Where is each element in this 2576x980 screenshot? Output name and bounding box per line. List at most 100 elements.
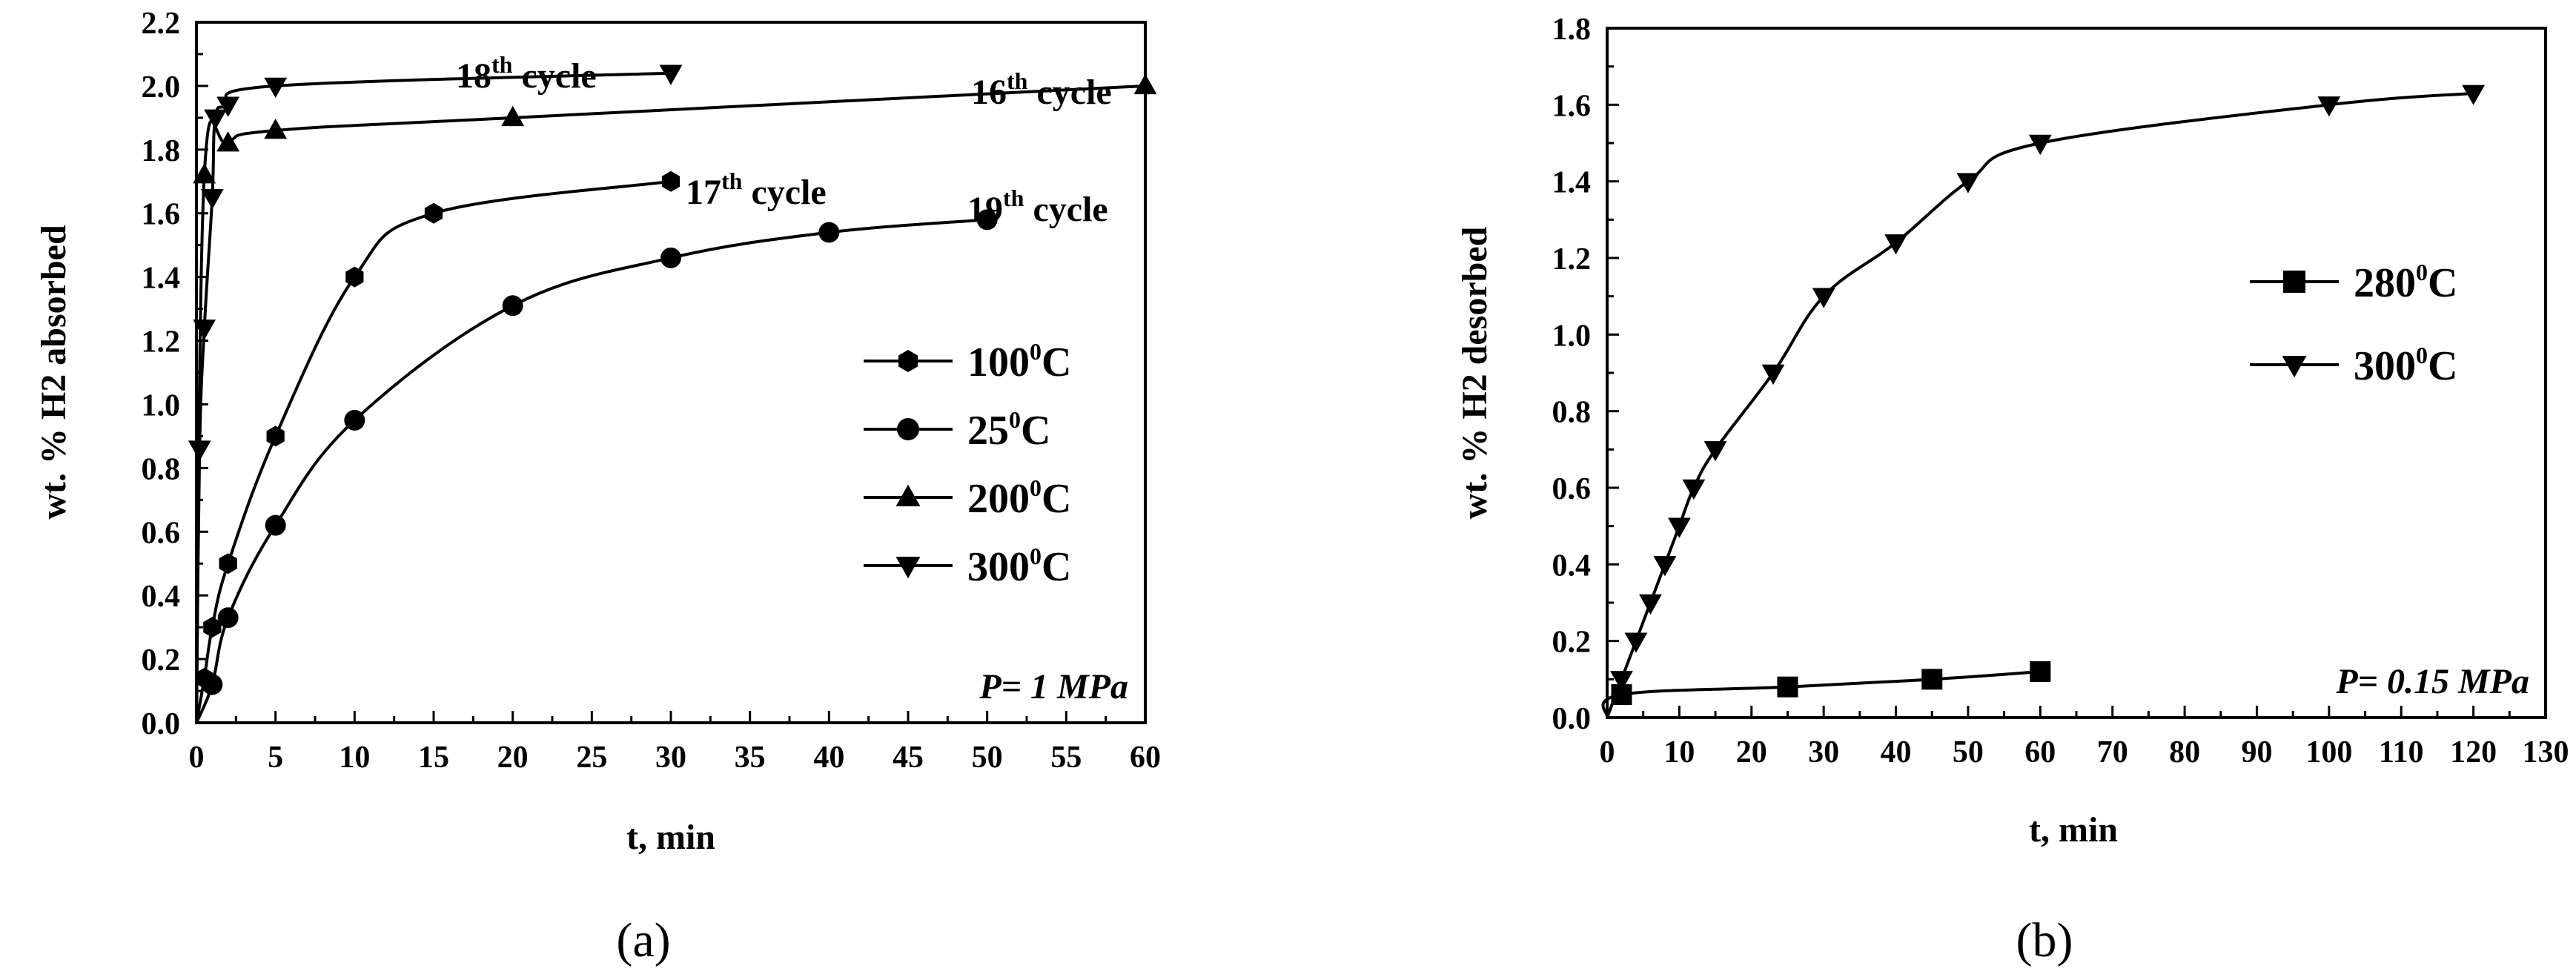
panel-a-series-25-point	[818, 222, 840, 243]
panel-a-legend-marker	[895, 557, 921, 579]
panel-b-series-300-point	[1884, 234, 1907, 255]
panel-a-series-100-point	[345, 266, 364, 288]
panel-a-series-100-point	[219, 553, 237, 575]
panel-b-legend-marker	[2282, 356, 2307, 378]
panel-a-legend-label: 1000C	[967, 338, 1071, 385]
panel-b-series-280-point	[1777, 676, 1798, 698]
panel-b-x-tick-label: 10	[1663, 735, 1695, 769]
panel-a-series-300-point	[659, 64, 683, 85]
panel-a-x-tick-label: 60	[1130, 741, 1161, 775]
panel-b-x-tick-label: 120	[2450, 735, 2497, 769]
panel-a-series-300-line	[195, 71, 672, 724]
panel-b-x-tick-label: 60	[2024, 735, 2056, 769]
panel-a-legend-label: 2000C	[967, 474, 1071, 522]
panel-b-x-tick-label: 80	[2169, 735, 2200, 769]
panel-b-x-tick-label: 90	[2241, 735, 2272, 769]
panel-a-series-200-line	[195, 84, 1146, 724]
panel-b-y-tick-label: 1.6	[1552, 89, 1592, 123]
panel-a-series-25-point	[202, 674, 223, 695]
panel-b-x-tick-label: 100	[2305, 735, 2352, 769]
panel-b-condition-label: P= 0.15 MPa	[2335, 662, 2529, 701]
panel-a-annotations: 18th cycle 16th cycle 17th cycle 19th cycle	[456, 51, 1112, 229]
panel-b-y-tick-label: 0.6	[1552, 472, 1592, 506]
panel-b-legend-marker	[2283, 271, 2305, 293]
panel-a-legend-marker	[895, 484, 921, 506]
panel-a-series-25-point	[265, 514, 286, 536]
panel-b-x-tick-label: 70	[2097, 735, 2128, 769]
panel-a-x-tick-label: 45	[893, 741, 924, 775]
panel-b-caption: (b)	[2016, 913, 2073, 967]
panel-a-x-tick-label: 50	[972, 741, 1003, 775]
panel-a-series-200-point	[193, 163, 216, 184]
panel-b-y-tick-label: 0.4	[1552, 549, 1592, 583]
panel-a-series-100-point	[203, 617, 222, 638]
panel-a-x-tick-label: 30	[655, 741, 686, 775]
panel-b-series-300-point	[1703, 441, 1727, 462]
panel-a-y-tick-label: 0.4	[142, 580, 181, 614]
panel-b-legend-label: 3000C	[2354, 342, 2457, 389]
panel-a-caption: (a)	[616, 913, 670, 967]
panel-a-x-tick-label: 25	[576, 741, 607, 775]
panel-b: t, min wt. % H2 desorbed P= 0.15 MPa (b)…	[1455, 13, 2569, 967]
panel-b-series-280-point	[1921, 669, 1943, 690]
panel-b-series-300-point	[2317, 96, 2341, 117]
panel-a-series-25-point	[217, 607, 239, 629]
panel-a-x-tick-label: 20	[497, 741, 529, 775]
panel-b-y-tick-label: 1.0	[1552, 319, 1592, 353]
panel-a-annotation-cycle: 18th cycle	[456, 51, 597, 96]
panel-b-points	[1610, 85, 2486, 705]
panel-b-y-tick-label: 0.2	[1552, 626, 1592, 660]
panel-b-series-300-point	[1812, 288, 1835, 308]
panel-a-series-300-point	[188, 440, 211, 461]
panel-a-curves	[195, 71, 1146, 724]
panel-b-x-tick-label: 110	[2379, 735, 2424, 769]
panel-a-series-100-point	[424, 202, 443, 224]
panel-a-x-tick-label: 35	[735, 741, 766, 775]
panel-a-points	[188, 64, 1157, 695]
panel-a-series-100-point	[266, 426, 285, 447]
panel-a-legend: 1000C 250C 2000C 3000C	[864, 338, 1071, 590]
panel-a-y-tick-label: 0.6	[142, 516, 181, 550]
panel-b-y-tick-label: 1.8	[1552, 13, 1592, 47]
panel-b-x-tick-label: 40	[1881, 735, 1912, 769]
panel-a-y-tick-label: 1.0	[142, 388, 181, 423]
panel-a-series-25-point	[502, 295, 523, 317]
panel-a-annotation-cycle: 19th cycle	[967, 185, 1108, 229]
panel-b-x-tick-label: 50	[1953, 735, 1984, 769]
panel-a-y-axis-title-text: wt. % H2 absorbed	[34, 225, 73, 520]
panel-a-condition-label: P= 1 MPa	[979, 667, 1128, 706]
panel-a-x-axis-title: t, min	[626, 818, 715, 857]
panel-a-y-tick-label: 1.8	[142, 134, 181, 168]
panel-a-legend-marker	[898, 350, 918, 372]
panel-a-series-300-point	[216, 96, 240, 117]
panel-a-annotation-cycle: 16th cycle	[971, 67, 1112, 112]
panel-b-y-axis-title-text: wt. % H2 desorbed	[1455, 226, 1494, 519]
panel-a-y-tick-label: 1.4	[142, 262, 181, 296]
panel-b-series-300-point	[1610, 671, 1633, 692]
panel-a-x-tick-label: 40	[813, 741, 844, 775]
panel-a-series-100-line	[195, 179, 672, 724]
panel-a-series-200-point	[1133, 73, 1157, 95]
panel-a-series-300-point	[264, 77, 288, 99]
panel-a-series-200-point	[216, 131, 240, 152]
panel-b-y-tick-label: 0.8	[1552, 396, 1592, 430]
panel-a-x-tick-label: 55	[1050, 741, 1082, 775]
panel-b-ticks: 0 10 20 30 40 50 60 70 80 90 100 110 120 130 0.0 0.2 0.4…	[1552, 13, 2569, 769]
panel-a: t, min wt. % H2 absorbed P= 1 MPa (a) 0 5…	[34, 7, 1161, 967]
panel-b-y-axis-title: wt. % H2 desorbed	[1455, 226, 1494, 519]
panel-b-series-300-point	[1639, 594, 1662, 615]
panel-a-ticks: 0 5 10 15 20 25 30 35 40 45 50 55 60 0.0 0.2 0.4 0.6 0.8 1…	[142, 7, 1162, 775]
panel-b-x-axis-title: t, min	[2029, 810, 2118, 850]
panel-b-series-300-line	[1606, 91, 2474, 718]
panel-a-legend-label: 3000C	[967, 543, 1071, 590]
panel-a-y-tick-label: 2.2	[142, 7, 181, 41]
panel-b-x-tick-label: 20	[1736, 735, 1767, 769]
panel-a-series-200-point	[264, 118, 288, 139]
panel-a-x-tick-label: 0	[189, 741, 205, 775]
panel-a-y-tick-label: 1.6	[142, 198, 181, 232]
panel-b-series-300-point	[1624, 632, 1648, 653]
panel-b-series-280-point	[2030, 661, 2051, 682]
panel-a-y-tick-label: 0.2	[142, 643, 181, 678]
panel-b-x-tick-label: 0	[1600, 735, 1615, 769]
